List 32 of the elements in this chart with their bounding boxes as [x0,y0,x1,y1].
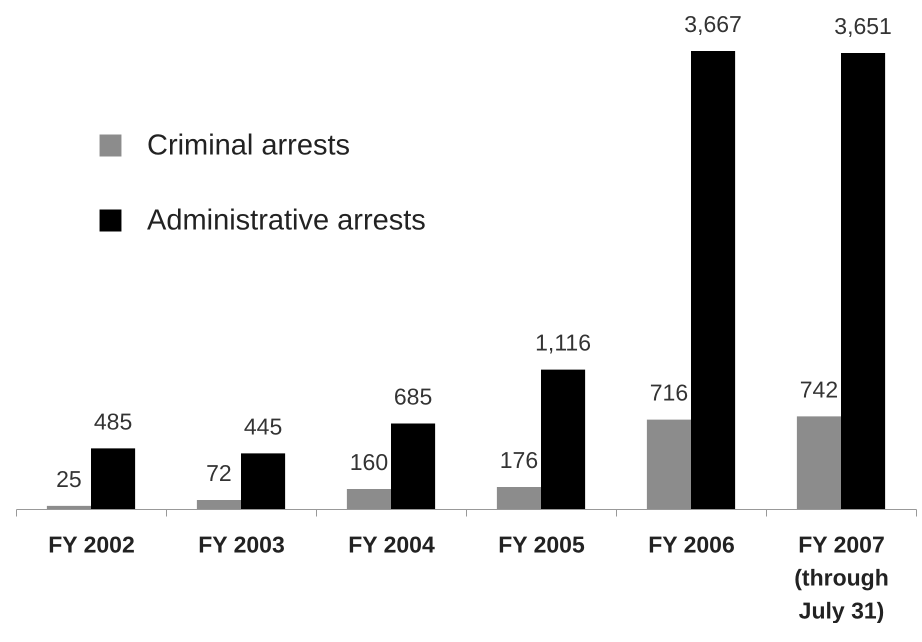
x-tick-label: FY 2003 [198,532,285,558]
data-label: 716 [650,380,688,406]
data-label: 445 [244,413,282,440]
bar [196,500,241,509]
data-label: 160 [350,449,388,476]
data-label: 485 [94,408,132,434]
data-label: 3,667 [684,11,742,37]
legend-label: Criminal arrests [147,130,350,162]
bar [796,416,841,509]
data-label: 1,116 [535,330,591,356]
bar [391,423,436,509]
bar [91,448,136,509]
x-tick-label: FY 2005 [498,532,585,558]
bar [691,51,736,509]
data-label: 72 [206,460,232,486]
bar [496,487,541,509]
bar [541,370,586,509]
legend-label: Administrative arrests [147,204,426,236]
x-tick-label: FY 2007 (through July 31) [794,532,889,624]
x-tick-label: FY 2004 [348,532,435,558]
data-label: 176 [500,447,538,474]
data-label: 3,651 [834,13,892,39]
bar [241,453,286,509]
x-tick-label: FY 2006 [648,532,735,558]
data-label: 685 [394,383,432,410]
data-label: 742 [800,376,838,402]
bar [46,506,91,509]
data-label: 25 [56,466,82,492]
bar [646,420,691,509]
bar [841,53,886,509]
bar [346,489,391,509]
x-tick-label: FY 2002 [48,532,135,558]
